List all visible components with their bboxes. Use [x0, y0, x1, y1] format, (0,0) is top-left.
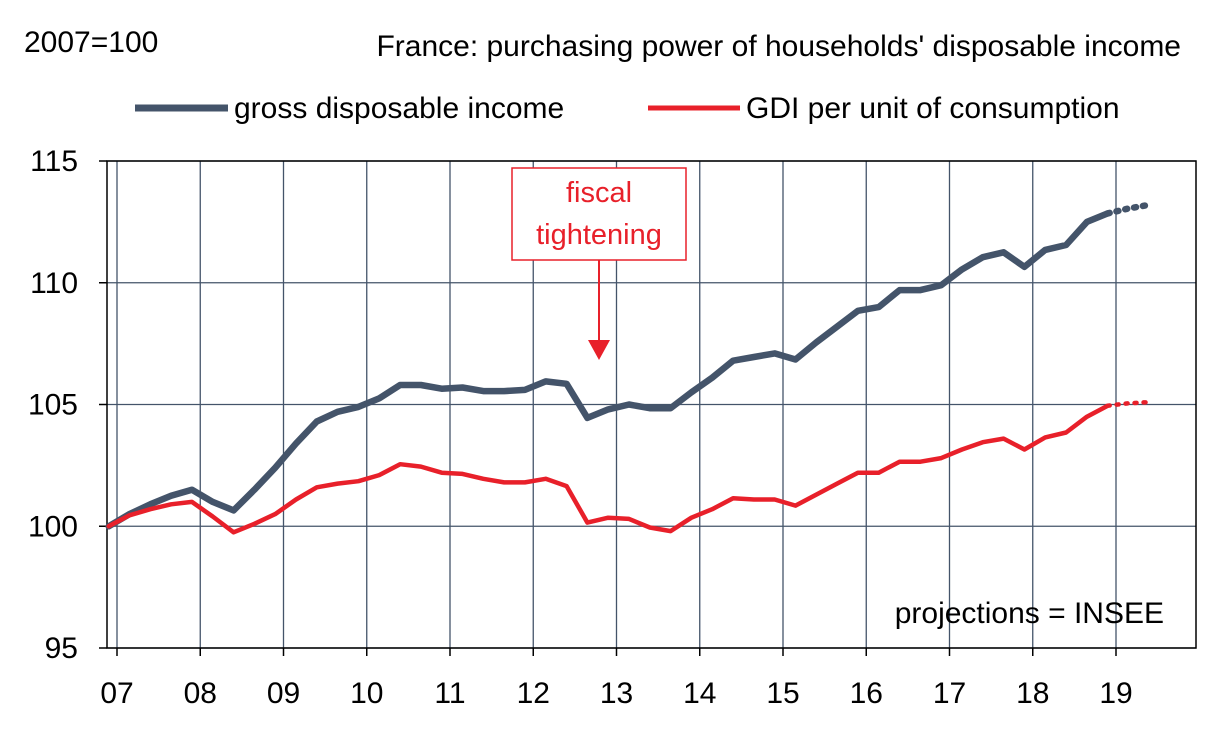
x-axis-ticks: 07 08 09 10 11 12 13 14 15 16 17 18 19: [100, 648, 1133, 710]
x-tick-label: 15: [766, 677, 799, 710]
x-tick-label: 08: [184, 677, 217, 710]
series-projection-gdi-per-unit-of-consumption: [1105, 399, 1152, 408]
annotation-line-2: tightening: [536, 219, 662, 251]
annotation-box: [511, 167, 687, 261]
annotation-arrow-head: [588, 340, 610, 360]
x-tick-label: 19: [1099, 677, 1132, 710]
y-tick-label: 95: [45, 632, 78, 665]
y-tick-label: 100: [28, 510, 78, 543]
series-line-gross-disposable-income: [105, 210, 1111, 530]
x-tick-label: 09: [267, 677, 300, 710]
chart-title: France: purchasing power of households' …: [376, 30, 1181, 63]
x-tick-label: 14: [683, 677, 716, 710]
annotation-line-1: fiscal: [566, 177, 632, 209]
x-tick-label: 10: [350, 677, 383, 710]
x-tick-label: 13: [600, 677, 633, 710]
legend-label-gdi-per-unit-of-consumption: GDI per unit of consumption: [746, 92, 1120, 125]
x-tick-label: 16: [850, 677, 883, 710]
x-tick-label: 12: [517, 677, 550, 710]
series-layer: [105, 201, 1153, 535]
y-tick-label: 110: [30, 267, 78, 300]
x-tick-label: 07: [100, 677, 133, 710]
x-tick-label: 18: [1016, 677, 1049, 710]
legend-label-gross-disposable-income: gross disposable income: [234, 92, 564, 125]
plot-area-frame: [106, 160, 1197, 649]
y-axis-unit-label: 2007=100: [24, 26, 158, 59]
series-line-gdi-per-unit-of-consumption: [106, 403, 1110, 535]
y-tick-label: 105: [28, 389, 78, 422]
series-projection-gross-disposable-income: [1104, 201, 1153, 217]
y-axis-ticks: 95 100 105 110 115: [28, 145, 107, 665]
legend: gross disposable income GDI per unit of …: [135, 92, 1120, 125]
x-tick-label: 11: [434, 677, 465, 710]
x-tick-label: 17: [933, 677, 966, 710]
projections-note: projections = INSEE: [895, 597, 1164, 630]
y-tick-label: 115: [30, 145, 78, 178]
fiscal-tightening-annotation: fiscal tightening: [511, 167, 687, 360]
